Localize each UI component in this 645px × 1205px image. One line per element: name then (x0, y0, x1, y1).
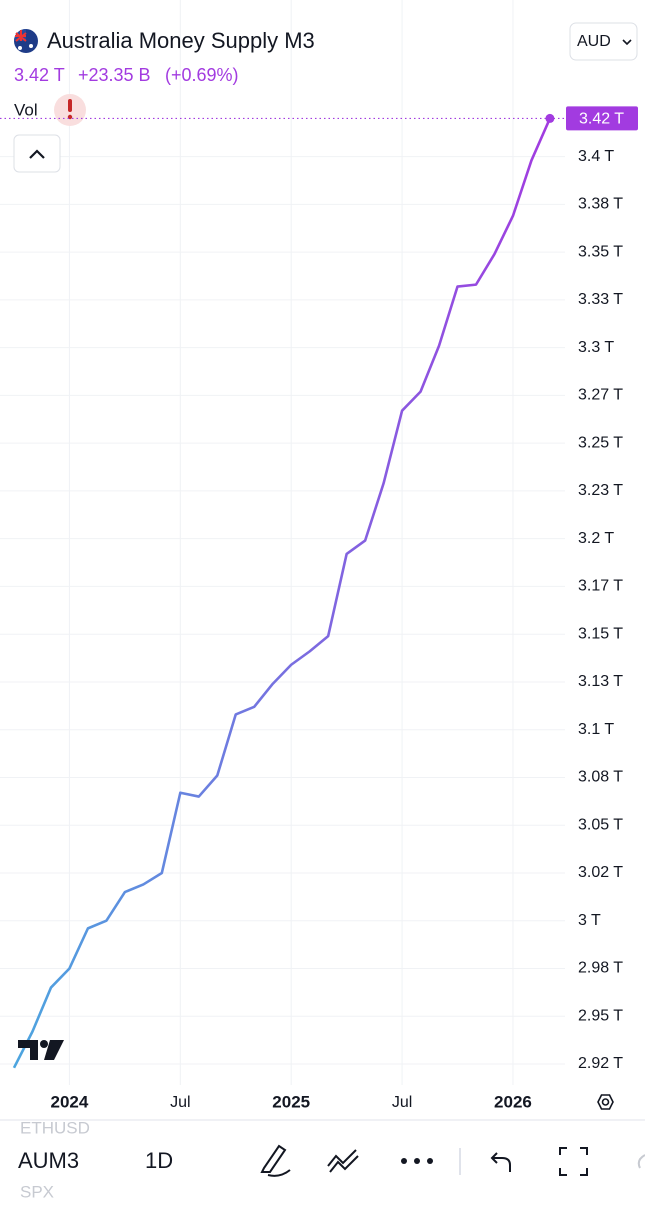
undo-icon[interactable] (490, 1152, 511, 1172)
collapse-button[interactable] (13, 134, 61, 173)
y-tick-label: 3.38 T (578, 196, 623, 213)
y-tick-label: 3.27 T (578, 387, 623, 404)
y-tick-label: 3.2 T (578, 530, 614, 547)
fullscreen-icon[interactable] (559, 1147, 588, 1176)
y-tick-label: 2.95 T (578, 1007, 623, 1024)
y-tick-label: 3.13 T (578, 673, 623, 690)
y-tick-label: 3.23 T (578, 482, 623, 499)
x-tick-label: Jul (170, 1094, 190, 1111)
last-value-label: 3.42 T (579, 111, 624, 128)
settings-icon[interactable] (597, 1094, 614, 1110)
currency-button[interactable]: AUD (569, 22, 638, 61)
y-tick-label: 2.92 T (578, 1055, 623, 1072)
volume-label: Vol (14, 100, 38, 119)
y-tick-label: 3.15 T (578, 625, 623, 642)
y-tick-label: 3.1 T (578, 721, 614, 738)
interval[interactable]: 1D (145, 1148, 173, 1173)
y-tick-label: 3.02 T (578, 864, 623, 881)
title: Australia Money Supply M3 (47, 28, 315, 53)
prev-symbol[interactable]: ETHUSD (20, 1118, 90, 1137)
next-symbol[interactable]: SPX (20, 1182, 54, 1201)
y-tick-label: 3.35 T (578, 243, 623, 260)
y-tick-label: 3.17 T (578, 578, 623, 595)
change-percent: (+0.69%) (165, 65, 239, 85)
indicators-icon[interactable] (327, 1149, 359, 1173)
currency: AUD (577, 33, 611, 50)
more-icon[interactable] (401, 1158, 433, 1164)
flag (14, 29, 38, 53)
price: 3.42 T (14, 65, 65, 85)
x-tick-label: 2025 (272, 1092, 310, 1111)
draw-icon[interactable] (260, 1144, 291, 1177)
y-tick-label: 3.3 T (578, 339, 614, 356)
line (12, 117, 552, 1069)
symbol[interactable]: AUM3 (18, 1148, 79, 1173)
warning-icon[interactable] (54, 94, 86, 126)
extra-icon[interactable] (637, 1154, 645, 1169)
y-tick-label: 3.33 T (578, 291, 623, 308)
change: +23.35 B (78, 65, 151, 85)
y-tick-label: 3 T (578, 912, 601, 929)
x-tick-label: 2026 (494, 1092, 532, 1111)
y-tick-label: 3.25 T (578, 434, 623, 451)
y-tick-label: 3.05 T (578, 816, 623, 833)
y-tick-label: 2.98 T (578, 960, 623, 977)
x-tick-label: 2024 (51, 1092, 89, 1111)
last-point (545, 113, 555, 123)
x-tick-label: Jul (392, 1094, 412, 1111)
y-tick-label: 3.08 T (578, 769, 623, 786)
y-tick-label: 3.4 T (578, 148, 614, 165)
tradingview-logo (18, 1040, 64, 1060)
toolbar-icons (260, 1144, 645, 1177)
last-value-box (566, 106, 638, 131)
